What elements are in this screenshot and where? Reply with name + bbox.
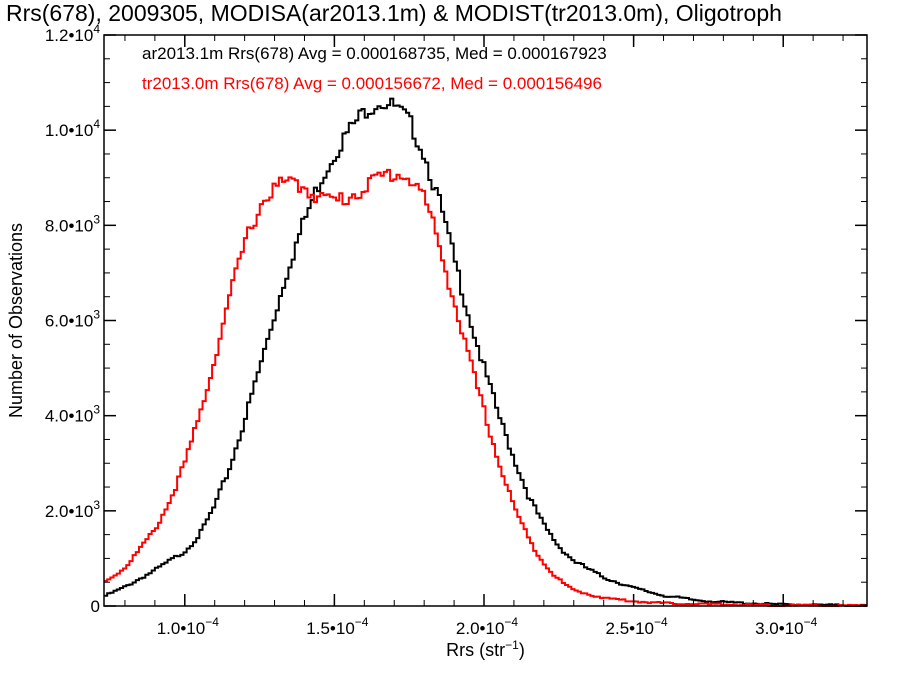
y-axis-title: Number of Observations [6, 223, 26, 418]
x-tick-label: 1.5•10−4 [306, 615, 369, 638]
y-tick-label: 1.0•104 [45, 117, 101, 140]
series-1-histogram [104, 168, 867, 607]
legend-entry-1: tr2013.0m Rrs(678) Avg = 0.000156672, Me… [142, 74, 602, 93]
y-axis-label: Number of Observations [6, 223, 26, 418]
x-tick-label: 2.5•10−4 [606, 615, 669, 638]
y-tick-label: 1.2•104 [45, 22, 101, 45]
x-tick-label: 2.0•10−4 [456, 615, 519, 638]
y-tick-label: 2.0•103 [45, 498, 101, 521]
x-axis-label: Rrs (str−1) [446, 638, 525, 660]
x-tick-label: 1.0•10−4 [157, 615, 220, 638]
legend-entry-0: ar2013.1m Rrs(678) Avg = 0.000168735, Me… [142, 44, 607, 63]
series-0-histogram [104, 97, 867, 607]
y-tick-label: 8.0•103 [45, 212, 101, 235]
x-tick-label: 3.0•10−4 [755, 615, 818, 638]
y-tick-label: 6.0•103 [45, 308, 101, 331]
chart-title: Rrs(678), 2009305, MODISA(ar2013.1m) & M… [6, 0, 782, 26]
y-tick-label: 4.0•103 [45, 403, 101, 426]
y-tick-label: 0 [91, 597, 100, 616]
legend: ar2013.1m Rrs(678) Avg = 0.000168735, Me… [142, 44, 607, 93]
x-axis-title: Rrs (str−1) [446, 638, 525, 660]
plot-frame [103, 34, 868, 607]
